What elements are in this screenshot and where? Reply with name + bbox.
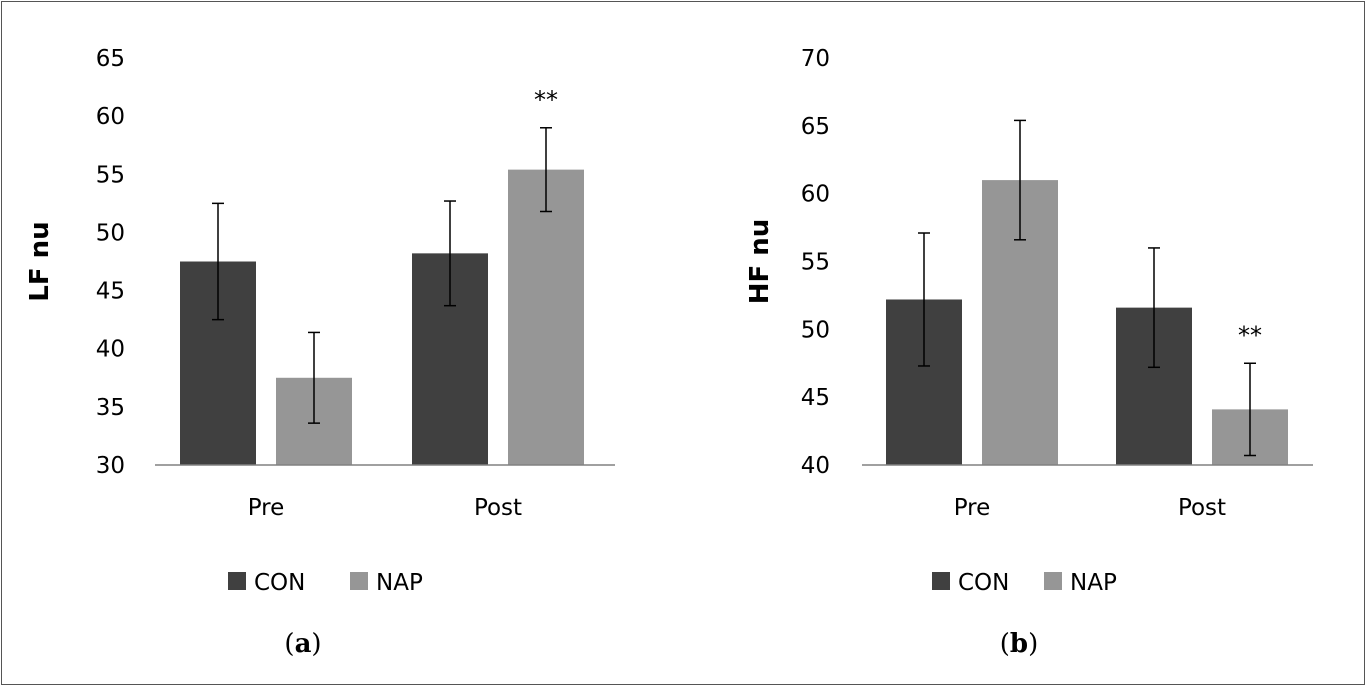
panel-label-close: ) [1028, 629, 1038, 659]
legend-swatch-con [228, 572, 246, 590]
significance-marker: ** [1238, 321, 1262, 349]
x-category-label: Post [474, 495, 522, 521]
panel-label-letter: b [1010, 629, 1028, 659]
y-tick-label: 40 [96, 337, 125, 363]
legend: CON NAP [932, 570, 1117, 596]
y-tick-label: 70 [801, 46, 830, 72]
y-tick-label: 55 [96, 162, 125, 188]
legend-label-con: CON [254, 570, 305, 596]
y-tick-label: 30 [96, 453, 125, 479]
chart-panel-b: 40 45 50 55 60 65 70 HF nu Pre Post ** CON NAP (b) [745, 46, 1313, 659]
panel-label: (b) [1000, 629, 1039, 659]
y-tick-label: 65 [96, 46, 125, 72]
x-category-label: Post [1178, 495, 1226, 521]
y-tick-label: 50 [801, 317, 830, 343]
legend-label-con: CON [958, 570, 1009, 596]
y-tick-label: 45 [96, 279, 125, 305]
legend-swatch-con [932, 572, 950, 590]
legend-label-nap: NAP [376, 570, 423, 596]
panel-label: (a) [284, 629, 321, 659]
legend-label-nap: NAP [1070, 570, 1117, 596]
y-axis-title: HF nu [745, 219, 775, 305]
y-tick-label: 45 [801, 385, 830, 411]
chart-panel-a: 30 35 40 45 50 55 60 65 LF nu Pre Post ** CON NAP (a) [25, 46, 615, 659]
panel-label-letter: a [295, 629, 312, 659]
panel-label-close: ) [311, 629, 321, 659]
bar-nap-post [508, 169, 584, 466]
x-category-label: Pre [954, 495, 991, 521]
y-tick-label: 65 [801, 114, 830, 140]
legend-swatch-nap [350, 572, 368, 590]
y-tick-label: 50 [96, 220, 125, 246]
y-tick-label: 35 [96, 395, 125, 421]
y-tick-label: 60 [96, 104, 125, 130]
panel-label-open: ( [284, 629, 294, 659]
y-tick-label: 60 [801, 182, 830, 208]
y-tick-label: 55 [801, 250, 830, 276]
y-tick-label: 40 [801, 453, 830, 479]
y-axis-title: LF nu [25, 221, 55, 301]
legend: CON NAP [228, 570, 423, 596]
significance-marker: ** [534, 86, 558, 114]
panel-label-open: ( [1000, 629, 1010, 659]
x-category-label: Pre [248, 495, 285, 521]
legend-swatch-nap [1044, 572, 1062, 590]
